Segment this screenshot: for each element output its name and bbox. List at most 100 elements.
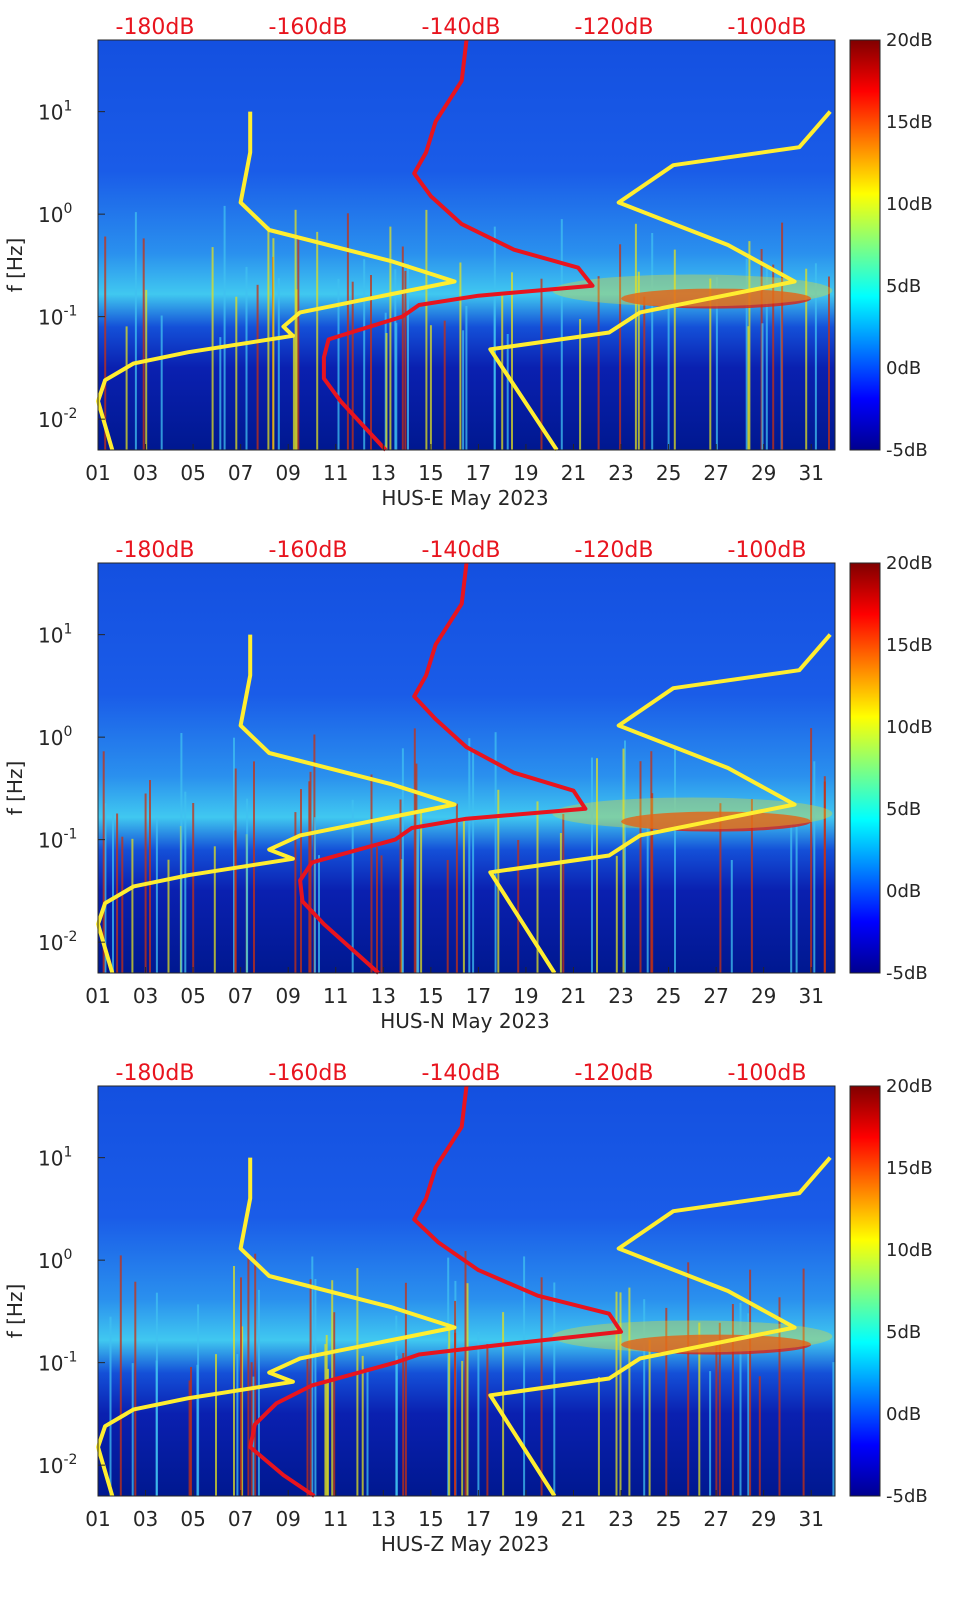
- transient-streak: [477, 1332, 480, 1496]
- transient-streak: [719, 803, 722, 973]
- transient-streak: [429, 325, 432, 450]
- x-axis-title: HUS-E May 2023: [381, 486, 548, 510]
- plot-frame: [97, 1085, 836, 1497]
- top-db-axis: -180dB -160dB -140dB -120dB -100dB: [116, 538, 807, 563]
- db-label: -140dB: [422, 15, 501, 40]
- transient-streak: [331, 1280, 334, 1496]
- transient-streak: [119, 1255, 122, 1496]
- transient-streak: [739, 1302, 742, 1496]
- transient-streak: [401, 246, 404, 450]
- transient-streak: [715, 1341, 718, 1496]
- transient-streak: [461, 1360, 464, 1496]
- transient-streak: [501, 293, 504, 450]
- transient-streak: [462, 330, 465, 450]
- x-tick-label: 21: [561, 1507, 586, 1531]
- transient-streak: [370, 275, 372, 450]
- transient-streak: [619, 244, 622, 450]
- transient-streak: [802, 1268, 805, 1496]
- series-line: [96, 111, 457, 451]
- x-tick-label: 03: [133, 1507, 158, 1531]
- transient-streak: [314, 1279, 317, 1496]
- colorbar-label: -5dB: [886, 1486, 928, 1507]
- x-tick-label: 21: [561, 984, 586, 1008]
- plot-frame: [97, 562, 836, 974]
- transient-streak: [731, 1304, 734, 1496]
- transient-streak: [778, 1297, 781, 1496]
- y-tick-label: 101: [38, 622, 72, 648]
- transient-streak: [454, 1332, 457, 1496]
- transient-streak: [651, 233, 654, 450]
- transient-streak: [253, 761, 255, 973]
- transient-streak: [213, 846, 216, 973]
- transient-streak: [308, 781, 311, 973]
- transient-streak: [324, 1344, 327, 1496]
- transient-streak: [256, 284, 259, 450]
- microseism-band: [552, 797, 833, 830]
- transient-streak: [536, 801, 539, 973]
- db-label: -100dB: [728, 15, 807, 40]
- x-tick-label: 23: [608, 461, 633, 485]
- transient-streak: [351, 281, 354, 450]
- y-axis: 10-2 10-1 100 101: [38, 99, 77, 433]
- db-label: -180dB: [116, 538, 195, 563]
- x-tick-label: 13: [371, 984, 396, 1008]
- y-axis-title: f [Hz]: [3, 238, 27, 293]
- x-tick-label: 25: [656, 461, 681, 485]
- x-tick-label: 03: [133, 984, 158, 1008]
- transient-streak: [562, 814, 565, 973]
- y-axis: 10-2 10-1 100 101: [38, 622, 77, 956]
- x-axis: 01 03 05 07 09 11 13 15 17 19 21 23 25 2…: [85, 461, 824, 485]
- x-tick-label: 13: [371, 461, 396, 485]
- transient-streak: [615, 855, 618, 973]
- transient-streak: [370, 774, 373, 973]
- transient-streak: [184, 791, 187, 973]
- transient-streak: [758, 1376, 761, 1496]
- transient-streak: [462, 820, 465, 973]
- series-line: [96, 634, 457, 974]
- x-tick-label: 17: [466, 461, 491, 485]
- colorbar-label: 5dB: [886, 799, 921, 820]
- top-db-axis: -180dB -160dB -140dB -120dB -100dB: [116, 15, 807, 40]
- series-lines: [96, 1085, 832, 1498]
- colorbar-label: 15dB: [886, 635, 933, 656]
- colorbar-label: 10dB: [886, 194, 933, 215]
- transient-streak: [257, 1289, 260, 1496]
- transient-streak: [306, 1358, 309, 1496]
- transient-streak: [180, 733, 183, 973]
- heatmap-texture: [104, 205, 833, 450]
- transient-streak: [401, 748, 404, 973]
- transient-streak: [188, 1380, 191, 1496]
- transient-streak: [446, 860, 449, 973]
- transient-streak: [395, 1355, 398, 1496]
- transient-streak: [718, 1322, 721, 1496]
- transient-streak: [591, 757, 593, 973]
- x-tick-label: 03: [133, 461, 158, 485]
- transient-streak: [361, 1355, 364, 1496]
- transient-streak: [240, 1277, 242, 1496]
- transient-streak: [134, 1281, 137, 1496]
- transient-streak: [745, 258, 748, 450]
- transient-streak: [624, 740, 626, 973]
- colorbar-label: -5dB: [886, 963, 928, 984]
- transient-streak: [311, 1256, 314, 1496]
- transient-streak: [385, 333, 388, 450]
- heatmap-texture: [109, 1251, 835, 1496]
- transient-streak: [121, 836, 124, 973]
- transient-streak: [472, 748, 475, 973]
- transient-streak: [327, 1368, 329, 1496]
- x-tick-label: 07: [228, 984, 253, 1008]
- transient-streak: [192, 803, 195, 973]
- y-tick-label: 100: [38, 724, 72, 750]
- db-label: -120dB: [575, 538, 654, 563]
- y-tick-label: 100: [38, 1247, 72, 1273]
- transient-streak: [236, 1354, 239, 1496]
- transient-streak: [455, 803, 458, 973]
- transient-streak: [380, 855, 383, 973]
- transient-streak: [425, 209, 428, 450]
- transient-streak: [190, 1367, 192, 1496]
- transient-streak: [698, 1322, 701, 1496]
- colorbar: 20dB 15dB 10dB 5dB 0dB -5dB: [849, 30, 933, 461]
- series-line: [298, 562, 588, 975]
- transient-streak: [805, 268, 808, 450]
- y-tick-label: 10-1: [38, 827, 77, 853]
